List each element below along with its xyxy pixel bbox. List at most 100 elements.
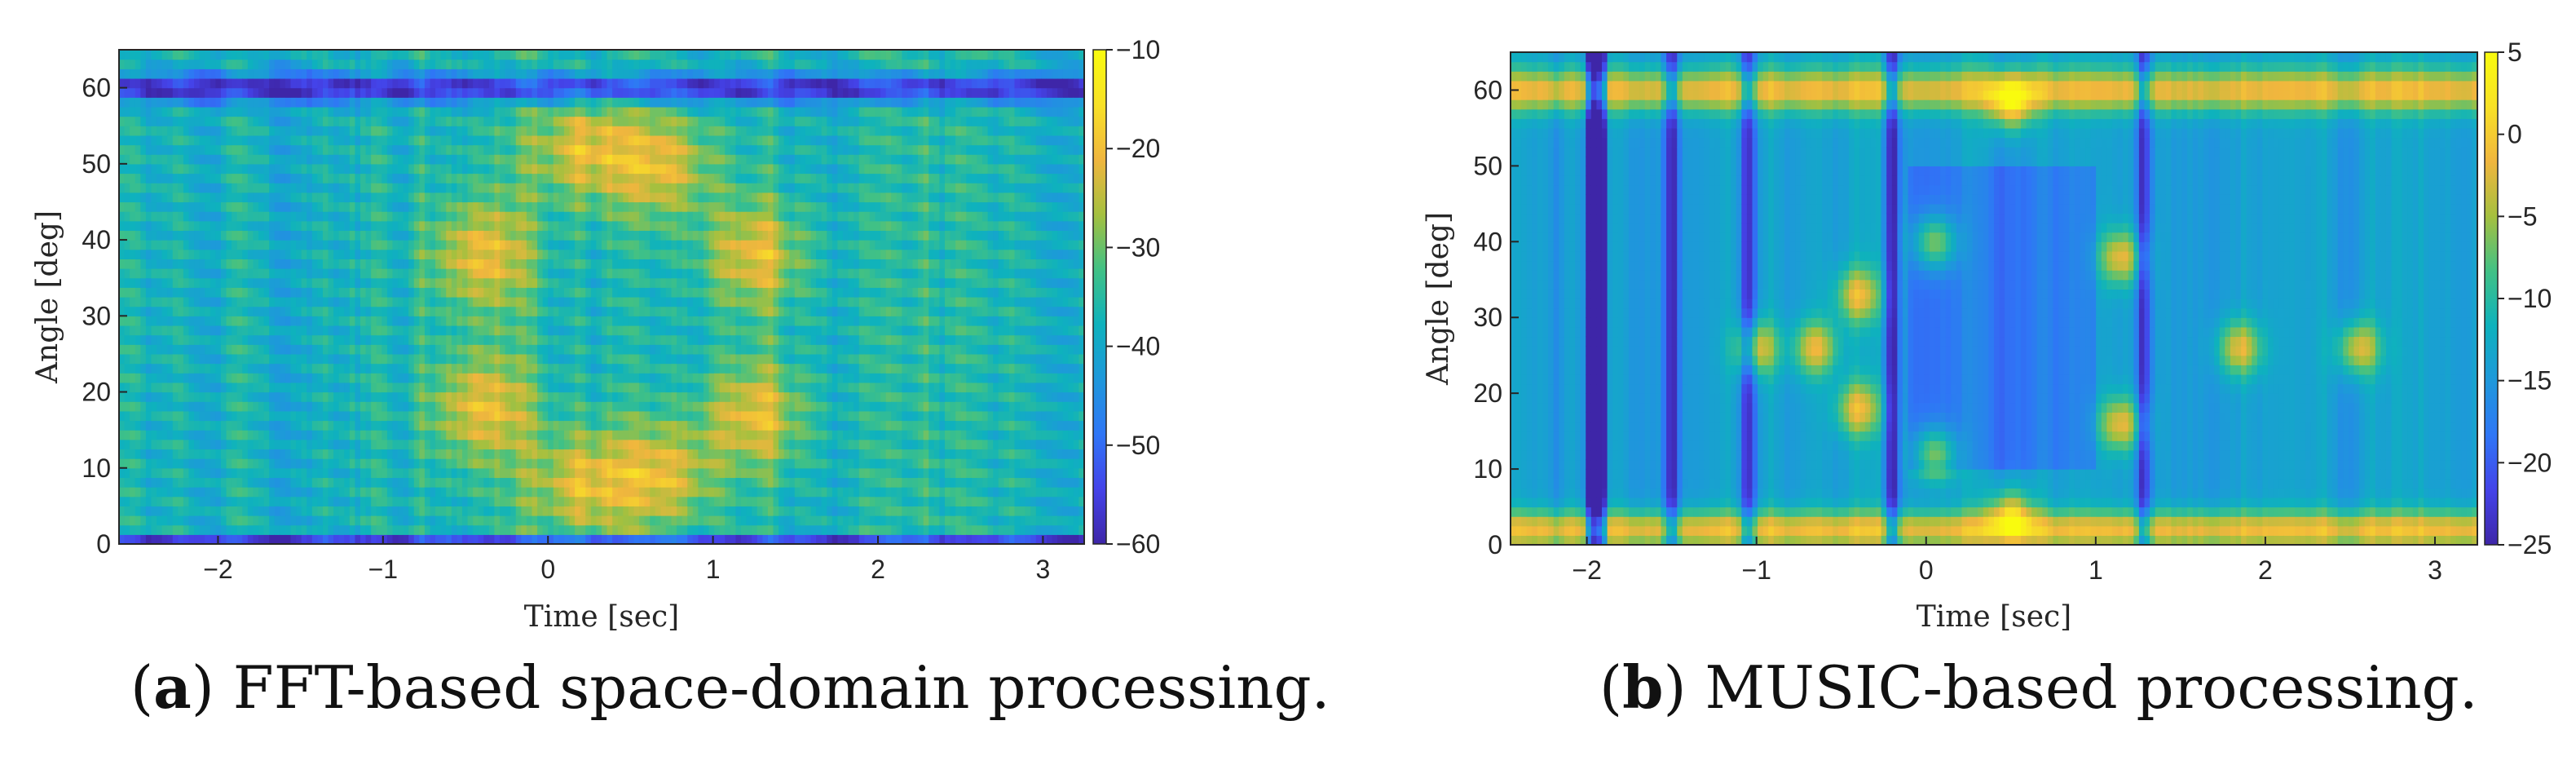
heatmap-cell <box>398 50 404 60</box>
heatmap-cell <box>488 449 496 459</box>
heatmap-cell <box>188 401 195 412</box>
heatmap-cell <box>140 344 147 355</box>
heatmap-cell <box>322 306 329 316</box>
heatmap-cell <box>157 230 163 241</box>
heatmap-cell <box>526 458 533 469</box>
heatmap-cell <box>119 249 126 259</box>
heatmap-cell <box>167 410 174 422</box>
heatmap-cell <box>220 287 227 298</box>
heatmap-cell <box>430 487 436 497</box>
heatmap-cell <box>130 230 136 241</box>
heatmap-cell <box>263 410 270 422</box>
heatmap-cell <box>440 534 447 545</box>
heatmap-cell <box>440 220 447 232</box>
heatmap-cell <box>226 259 232 269</box>
heatmap-cell <box>430 135 436 146</box>
heatmap-cell <box>473 524 479 535</box>
heatmap-cell <box>596 467 602 479</box>
heatmap-cell <box>473 220 479 232</box>
heatmap-cell <box>585 410 592 422</box>
heatmap-cell <box>488 506 496 516</box>
heatmap-cell <box>510 353 517 365</box>
heatmap-cell <box>301 163 307 175</box>
heatmap-cell <box>344 116 351 126</box>
heatmap-cell <box>419 524 426 535</box>
heatmap-cell <box>349 287 356 298</box>
heatmap-cell <box>440 467 447 479</box>
heatmap-cell <box>376 173 382 184</box>
heatmap-cell <box>548 163 554 175</box>
heatmap-cell <box>575 410 581 422</box>
heatmap-cell <box>296 534 302 545</box>
heatmap-cell <box>419 496 426 506</box>
heatmap-cell <box>392 230 399 241</box>
heatmap-cell <box>607 410 613 422</box>
heatmap-cell <box>392 439 399 450</box>
heatmap-cell <box>161 59 168 69</box>
heatmap-cell <box>338 249 345 259</box>
heatmap-cell <box>548 211 554 222</box>
heatmap-cell <box>145 77 152 89</box>
heatmap-cell <box>612 534 619 545</box>
heatmap-cell <box>135 467 141 479</box>
heatmap-cell <box>521 183 527 193</box>
heatmap-cell <box>483 430 490 440</box>
heatmap-cell <box>205 126 211 136</box>
heatmap-cell <box>285 77 292 89</box>
heatmap-cell <box>408 439 415 450</box>
heatmap-cell <box>494 382 501 393</box>
heatmap-cell <box>280 344 286 355</box>
heatmap-cell <box>376 487 382 497</box>
heatmap-cell <box>473 173 479 184</box>
heatmap-cell <box>199 391 205 402</box>
heatmap-cell <box>360 192 367 203</box>
heatmap-cell <box>505 163 511 175</box>
heatmap-cell <box>311 106 318 117</box>
heatmap-cell <box>505 506 511 516</box>
heatmap-cell <box>419 183 426 193</box>
heatmap-cell <box>151 211 157 222</box>
heatmap-cell <box>542 50 549 60</box>
heatmap-cell <box>446 353 452 365</box>
heatmap-cell <box>210 477 216 488</box>
heatmap-cell <box>280 220 286 232</box>
heatmap-cell <box>505 344 511 355</box>
heatmap-cell <box>124 467 130 479</box>
heatmap-cell <box>446 420 452 431</box>
heatmap-cell <box>403 287 409 298</box>
heatmap-cell <box>473 353 479 365</box>
heatmap-cell <box>596 373 602 383</box>
heatmap-cell <box>590 524 598 535</box>
heatmap-cell <box>548 306 554 316</box>
heatmap-cell <box>258 211 265 222</box>
heatmap-cell <box>607 144 613 155</box>
heatmap-cell <box>199 420 205 431</box>
heatmap-cell <box>500 59 506 69</box>
heatmap-cell <box>157 306 163 316</box>
heatmap-cell <box>457 325 463 336</box>
heatmap-cell <box>505 192 511 203</box>
heatmap-cell <box>119 277 126 288</box>
heatmap-cell <box>194 297 201 307</box>
heatmap-cell <box>145 163 152 175</box>
heatmap-cell <box>440 97 447 108</box>
heatmap-cell <box>446 334 452 345</box>
heatmap-cell <box>253 126 259 136</box>
heatmap-cell <box>440 87 447 98</box>
heatmap-cell <box>194 163 201 175</box>
heatmap-cell <box>210 316 216 326</box>
heatmap-cell <box>328 306 334 316</box>
heatmap-cell <box>467 144 474 155</box>
heatmap-cell <box>585 163 592 175</box>
heatmap-cell <box>161 430 168 440</box>
heatmap-cell <box>183 506 190 516</box>
heatmap-cell <box>317 268 324 279</box>
heatmap-cell <box>130 534 136 545</box>
heatmap-cell <box>157 458 163 469</box>
heatmap-cell <box>205 316 211 326</box>
heatmap-cell <box>446 201 452 212</box>
heatmap-cell <box>376 183 382 193</box>
heatmap-cell <box>232 173 238 184</box>
heatmap-cell <box>360 144 367 155</box>
heatmap-cell <box>500 249 506 259</box>
